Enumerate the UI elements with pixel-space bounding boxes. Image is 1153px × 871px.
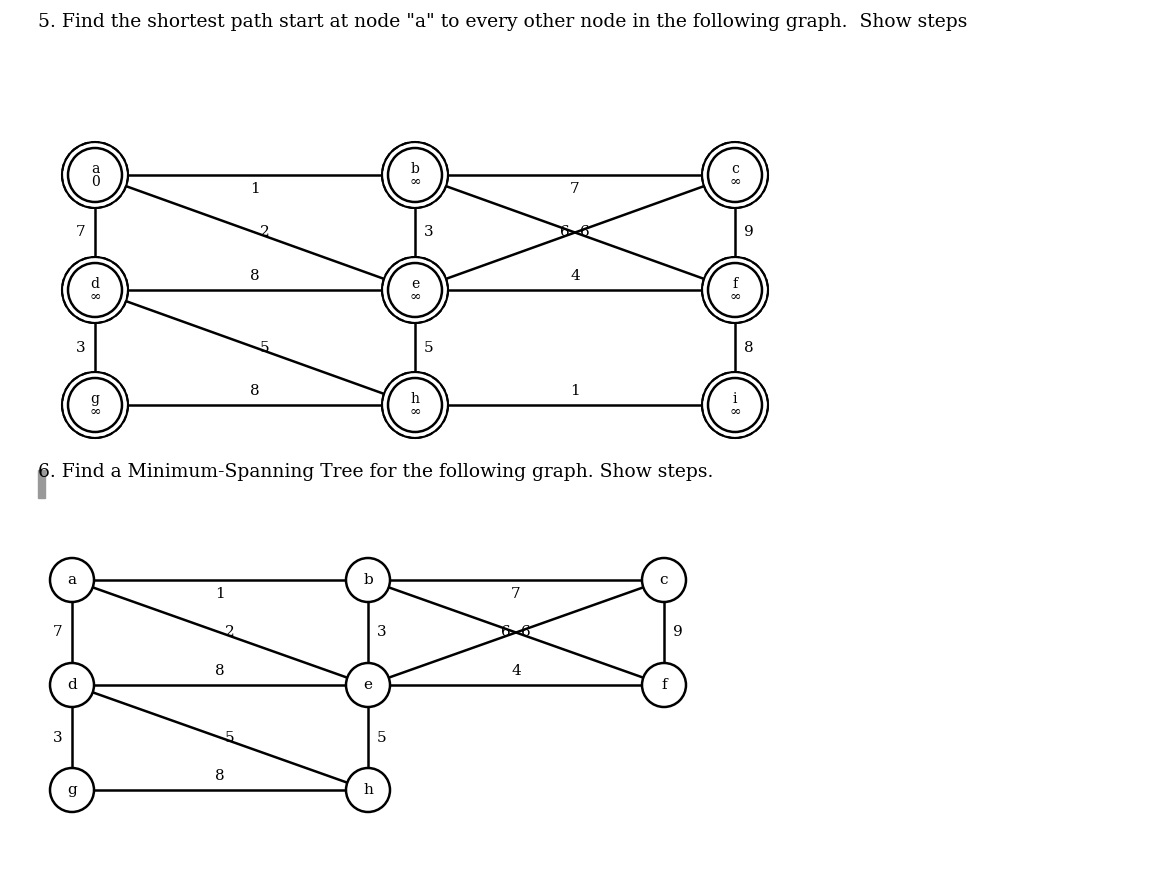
Circle shape	[389, 263, 442, 317]
Text: ∞: ∞	[409, 175, 421, 189]
Circle shape	[702, 372, 768, 438]
Text: ∞: ∞	[89, 290, 100, 304]
Text: ∞: ∞	[409, 290, 421, 304]
Text: d: d	[67, 678, 77, 692]
Text: d: d	[90, 277, 99, 291]
Circle shape	[68, 148, 122, 202]
Circle shape	[642, 558, 686, 602]
Text: 8: 8	[250, 269, 259, 283]
Text: e: e	[410, 277, 420, 291]
Circle shape	[382, 257, 449, 323]
Text: 3: 3	[377, 625, 386, 639]
Text: g: g	[90, 392, 99, 406]
Text: 8: 8	[216, 769, 225, 783]
Text: 3: 3	[76, 341, 85, 354]
Text: 5: 5	[424, 341, 434, 354]
Text: 5: 5	[261, 341, 270, 354]
Text: a: a	[68, 573, 76, 587]
Circle shape	[50, 558, 95, 602]
Text: 7: 7	[571, 182, 580, 196]
Circle shape	[702, 257, 768, 323]
Text: h: h	[410, 392, 420, 406]
Text: 6: 6	[580, 226, 590, 240]
Text: 6: 6	[502, 625, 511, 639]
Text: c: c	[731, 162, 739, 176]
Text: 6. Find a Minimum-Spanning Tree for the following graph. Show steps.: 6. Find a Minimum-Spanning Tree for the …	[38, 463, 714, 481]
Text: 6: 6	[521, 625, 530, 639]
Text: 9: 9	[673, 625, 683, 639]
Text: 2: 2	[225, 625, 235, 639]
Circle shape	[642, 663, 686, 707]
Circle shape	[702, 142, 768, 208]
Circle shape	[389, 148, 442, 202]
Circle shape	[346, 558, 390, 602]
Circle shape	[382, 372, 449, 438]
Text: e: e	[363, 678, 372, 692]
Text: f: f	[661, 678, 666, 692]
Circle shape	[708, 378, 762, 432]
Text: g: g	[67, 783, 77, 797]
Text: 8: 8	[744, 341, 754, 354]
Text: 1: 1	[570, 384, 580, 398]
Text: ∞: ∞	[409, 405, 421, 419]
Text: 5. Find the shortest path start at node "a" to every other node in the following: 5. Find the shortest path start at node …	[38, 13, 967, 31]
Text: 5: 5	[225, 731, 235, 745]
Text: c: c	[660, 573, 669, 587]
Text: 1: 1	[216, 587, 225, 601]
Text: 7: 7	[76, 226, 85, 240]
Text: 3: 3	[53, 731, 62, 745]
Text: b: b	[363, 573, 372, 587]
Circle shape	[62, 257, 128, 323]
Text: 7: 7	[511, 587, 521, 601]
Text: 8: 8	[216, 664, 225, 678]
Text: f: f	[732, 277, 738, 291]
Circle shape	[708, 263, 762, 317]
Text: ∞: ∞	[729, 175, 740, 189]
Text: i: i	[733, 392, 737, 406]
Text: 8: 8	[250, 384, 259, 398]
Circle shape	[346, 663, 390, 707]
Bar	[38, 470, 45, 498]
Text: 3: 3	[424, 226, 434, 240]
Text: ∞: ∞	[89, 405, 100, 419]
Circle shape	[382, 142, 449, 208]
Text: 4: 4	[511, 664, 521, 678]
Circle shape	[62, 372, 128, 438]
Text: ∞: ∞	[729, 405, 740, 419]
Text: 5: 5	[377, 731, 386, 745]
Text: 4: 4	[570, 269, 580, 283]
Circle shape	[708, 148, 762, 202]
Text: 2: 2	[261, 226, 270, 240]
Circle shape	[50, 663, 95, 707]
Circle shape	[346, 768, 390, 812]
Text: 6: 6	[560, 226, 570, 240]
Text: 9: 9	[744, 226, 754, 240]
Text: 7: 7	[53, 625, 62, 639]
Circle shape	[68, 263, 122, 317]
Circle shape	[68, 378, 122, 432]
Circle shape	[389, 378, 442, 432]
Circle shape	[50, 768, 95, 812]
Text: 0: 0	[91, 175, 99, 189]
Text: b: b	[410, 162, 420, 176]
Text: ∞: ∞	[729, 290, 740, 304]
Text: a: a	[91, 162, 99, 176]
Circle shape	[62, 142, 128, 208]
Text: h: h	[363, 783, 372, 797]
Text: 1: 1	[250, 182, 259, 196]
